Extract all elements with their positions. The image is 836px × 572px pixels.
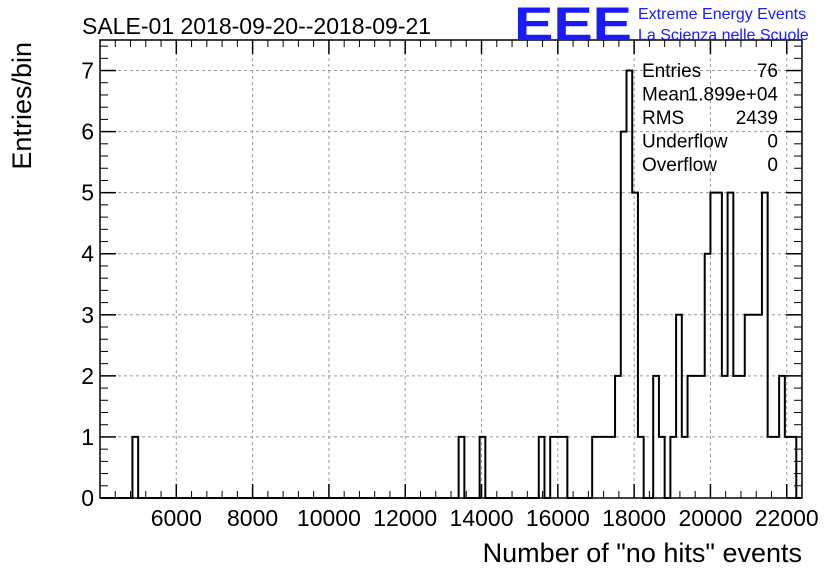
- stats-label: Entries: [642, 61, 701, 82]
- stats-label: Mean: [642, 85, 690, 106]
- x-tick-label: 12000: [373, 505, 437, 531]
- stats-label: Overflow: [642, 155, 717, 176]
- stats-label: Underflow: [642, 132, 728, 153]
- stats-value: 0: [767, 155, 778, 176]
- y-tick-label: 1: [81, 424, 94, 450]
- histogram-outline: [100, 69, 802, 499]
- y-tick-label: 3: [81, 302, 94, 328]
- grid-lines: [100, 40, 802, 498]
- x-tick-label: 20000: [678, 505, 742, 531]
- eee-logo-mark: EEE: [514, 0, 632, 50]
- eee-logo-line1: Extreme Energy Events: [638, 6, 806, 23]
- y-tick-label: 0: [81, 485, 94, 511]
- stats-value: 0: [767, 132, 778, 153]
- stats-value: 1.899e+04: [688, 85, 779, 106]
- x-tick-label: 10000: [297, 505, 361, 531]
- y-tick-labels: 0 1 2 3 4 5 6 7: [81, 58, 94, 511]
- y-axis-label: Entries/bin: [7, 42, 37, 170]
- y-tick-label: 2: [81, 363, 94, 389]
- x-tick-labels: 6000 8000 10000 12000 14000 16000 18000 20000 22…: [151, 505, 819, 531]
- x-tick-label: 6000: [151, 505, 202, 531]
- chart-title: SALE-01 2018-09-20--2018-09-21: [82, 13, 431, 39]
- eee-logo: EEE Extreme Energy Events La Scienza nel…: [514, 0, 809, 50]
- y-tick-label: 4: [81, 241, 94, 267]
- x-tick-label: 8000: [227, 505, 278, 531]
- x-tick-label: 14000: [450, 505, 514, 531]
- x-tick-label: 18000: [602, 505, 666, 531]
- y-tick-label: 6: [81, 119, 94, 145]
- axis-ticks: [100, 40, 803, 499]
- stats-value: 2439: [736, 108, 778, 129]
- x-tick-label: 22000: [755, 505, 819, 531]
- eee-logo-line2: La Scienza nelle Scuole: [638, 27, 809, 44]
- x-tick-label: 16000: [526, 505, 590, 531]
- y-tick-label: 5: [81, 180, 94, 206]
- x-axis-label: Number of "no hits" events: [483, 538, 802, 568]
- stats-label: RMS: [642, 108, 684, 129]
- y-tick-label: 7: [81, 58, 94, 84]
- stats-value: 76: [757, 61, 778, 82]
- plot-frame: [99, 39, 803, 499]
